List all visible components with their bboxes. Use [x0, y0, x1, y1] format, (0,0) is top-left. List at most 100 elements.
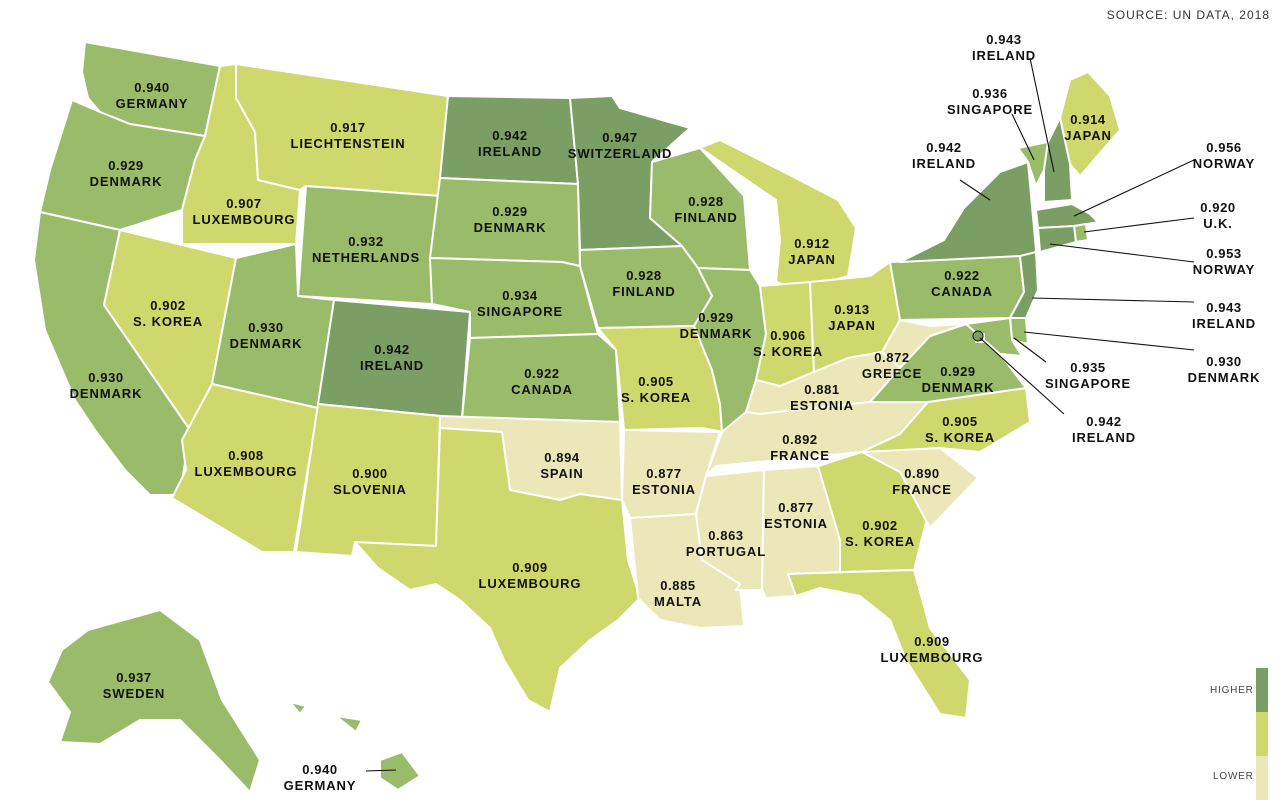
state-value: 0.917	[330, 120, 366, 135]
state-country: S. KOREA	[133, 314, 203, 329]
state-value: 0.877	[778, 500, 814, 515]
state-country: CANADA	[511, 382, 573, 397]
state-ks	[461, 333, 621, 423]
state-tx	[354, 427, 641, 713]
state-value: 0.872	[874, 350, 910, 365]
state-value: 0.892	[782, 432, 818, 447]
state-country: DENMARK	[70, 386, 143, 401]
state-value: 0.937	[116, 670, 152, 685]
legend-swatch-low	[1256, 756, 1268, 800]
state-country: JAPAN	[1064, 128, 1112, 143]
state-value: 0.905	[638, 374, 674, 389]
state-country: SWITZERLAND	[568, 146, 673, 161]
states-layer	[33, 41, 1121, 793]
state-country: NORWAY	[1193, 156, 1255, 171]
leader-line-hi	[365, 769, 397, 772]
state-country: MALTA	[654, 594, 702, 609]
state-value: 0.890	[904, 466, 940, 481]
state-value: 0.929	[698, 310, 734, 325]
leader-line-md	[1013, 337, 1047, 363]
state-country: S. KOREA	[925, 430, 995, 445]
state-value: 0.942	[492, 128, 528, 143]
state-value: 0.912	[794, 236, 830, 251]
state-value: 0.902	[150, 298, 186, 313]
state-value: 0.940	[302, 762, 338, 777]
state-value: 0.936	[972, 86, 1008, 101]
state-country: SINGAPORE	[947, 102, 1033, 117]
leader-line-ma	[1073, 159, 1195, 217]
state-fl	[787, 569, 971, 719]
state-country: GERMANY	[116, 96, 189, 111]
state-value: 0.914	[1070, 112, 1106, 127]
leader-line-nj	[1031, 297, 1195, 303]
state-value: 0.929	[108, 158, 144, 173]
state-value: 0.913	[834, 302, 870, 317]
state-value: 0.894	[544, 450, 580, 465]
state-country: GERMANY	[284, 778, 357, 793]
state-ak	[47, 609, 261, 793]
state-value: 0.942	[374, 342, 410, 357]
state-country: LUXEMBOURG	[195, 464, 298, 479]
state-country: DENMARK	[1188, 370, 1261, 385]
state-country: SINGAPORE	[1045, 376, 1131, 391]
state-value: 0.922	[944, 268, 980, 283]
state-value: 0.953	[1206, 246, 1242, 261]
state-value: 0.934	[502, 288, 538, 303]
leader-line-ct	[1049, 243, 1195, 263]
state-country: DENMARK	[230, 336, 303, 351]
state-country: LUXEMBOURG	[479, 576, 582, 591]
state-value: 0.940	[134, 80, 170, 95]
state-value: 0.932	[348, 234, 384, 249]
state-country: LUXEMBOURG	[881, 650, 984, 665]
leader-line-ri	[1083, 217, 1195, 233]
state-value: 0.902	[862, 518, 898, 533]
state-labels: 0.940GERMANY0.929DENMARK0.930DENMARK0.90…	[70, 32, 1261, 793]
state-country: FINLAND	[612, 284, 675, 299]
legend-swatch-high	[1256, 668, 1268, 712]
state-value: 0.928	[626, 268, 662, 283]
legend-higher-label: HIGHER	[1210, 685, 1254, 696]
state-country: IRELAND	[478, 144, 542, 159]
state-country: IRELAND	[1072, 430, 1136, 445]
leader-lines	[365, 57, 1195, 772]
state-country: DENMARK	[922, 380, 995, 395]
state-value: 0.929	[940, 364, 976, 379]
state-value: 0.907	[226, 196, 262, 211]
state-ct	[1037, 225, 1077, 253]
state-value: 0.943	[1206, 300, 1242, 315]
color-legend	[1256, 668, 1268, 800]
state-value: 0.863	[708, 528, 744, 543]
legend-lower-label: LOWER	[1213, 771, 1254, 782]
state-value: 0.920	[1200, 200, 1236, 215]
state-value: 0.943	[986, 32, 1022, 47]
state-country: FRANCE	[770, 448, 830, 463]
state-country: SPAIN	[540, 466, 583, 481]
state-value: 0.928	[688, 194, 724, 209]
state-value: 0.930	[1206, 354, 1242, 369]
state-country: GREECE	[862, 366, 922, 381]
state-mi	[699, 139, 857, 291]
state-value: 0.900	[352, 466, 388, 481]
